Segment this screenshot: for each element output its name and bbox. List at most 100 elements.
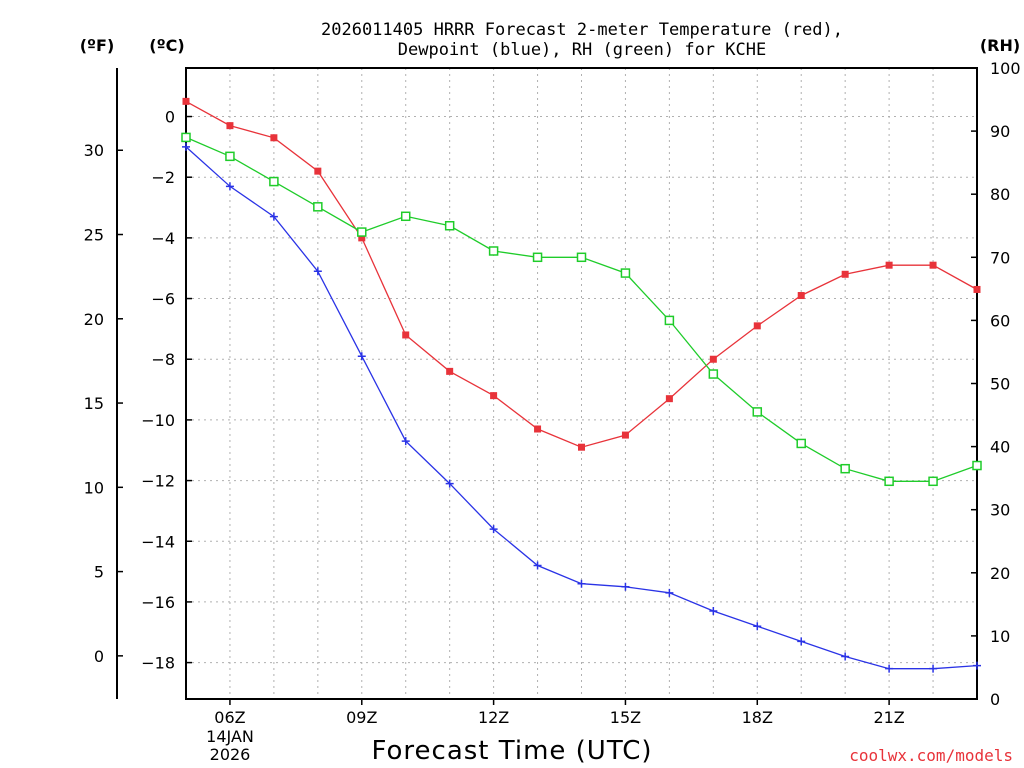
dewpoint-point xyxy=(533,561,542,570)
dewpoint-point xyxy=(401,437,410,446)
dewpoint-point xyxy=(269,212,278,221)
x-tick-label: 09Z xyxy=(346,708,377,727)
temperature-point xyxy=(490,392,498,400)
rh-point xyxy=(972,460,982,471)
rh-point xyxy=(313,202,323,212)
x-tick-label: 12Z xyxy=(478,708,509,727)
celsius-tick-label: −10 xyxy=(141,411,175,430)
series-layer xyxy=(181,97,982,673)
rh-tick-label: 20 xyxy=(990,564,1010,583)
rh-tick-label: 0 xyxy=(990,690,1000,709)
rh-point xyxy=(796,438,806,449)
rh-tick-label: 30 xyxy=(990,501,1010,520)
rh-tick-label: 50 xyxy=(990,375,1010,394)
temperature-point xyxy=(226,122,234,130)
rh-tick-label: 10 xyxy=(990,627,1010,646)
dewpoint-point xyxy=(313,267,322,276)
tick-layer: 06Z 09Z 12Z 15Z 18Z 21Z 0 −2 −4 −6 −8 −10 −12 −14 −16 −… xyxy=(84,59,1021,727)
rh-tick-label: 80 xyxy=(990,185,1010,204)
temperature-point xyxy=(621,431,629,439)
rh-tick-label: 60 xyxy=(990,311,1010,330)
fahrenheit-tick-label: 5 xyxy=(94,563,104,582)
dewpoint-point xyxy=(797,637,806,646)
credit-label: coolwx.com/models xyxy=(849,746,1013,765)
x-tick-label: 06Z xyxy=(214,708,245,727)
rh-point xyxy=(752,407,763,417)
rh-point xyxy=(444,221,455,231)
dewpoint-point xyxy=(357,352,366,361)
celsius-tick-label: −4 xyxy=(151,229,175,248)
rh-point xyxy=(269,176,279,187)
date-label-year: 2026 xyxy=(210,745,251,764)
temperature-point xyxy=(753,322,761,330)
temperature-point xyxy=(885,261,893,269)
dewpoint-point xyxy=(973,661,981,670)
rh-tick-label: 70 xyxy=(990,248,1010,267)
celsius-tick-label: −16 xyxy=(141,593,175,612)
dewpoint-point xyxy=(885,664,894,673)
rh-point xyxy=(181,132,191,143)
x-axis-title: Forecast Time (UTC) xyxy=(371,736,652,766)
dewpoint-point xyxy=(665,588,674,597)
temperature-point xyxy=(665,395,673,403)
rh-point xyxy=(400,211,411,222)
rh-point xyxy=(664,315,675,326)
rh-point xyxy=(357,227,367,237)
temperature-point xyxy=(402,331,410,339)
chart-title-line1: 2026011405 HRRR Forecast 2-meter Tempera… xyxy=(321,20,843,40)
dewpoint-point xyxy=(182,142,190,151)
rh-point xyxy=(488,246,499,256)
rh-unit-label: (RH) xyxy=(980,36,1020,55)
dewpoint-point xyxy=(753,622,762,631)
dewpoint-point xyxy=(445,479,454,488)
dewpoint-point xyxy=(709,607,718,616)
dewpoint-point xyxy=(929,664,938,673)
fahrenheit-tick-label: 15 xyxy=(84,394,104,413)
x-tick-label: 21Z xyxy=(873,708,904,727)
fahrenheit-unit-label: (ºF) xyxy=(80,36,115,55)
rh-point xyxy=(225,151,235,162)
temperature-point xyxy=(797,292,805,300)
temperature-point xyxy=(182,97,190,105)
date-label-day: 14JAN xyxy=(206,727,254,746)
temperature-point xyxy=(709,355,717,363)
temperature-point xyxy=(578,443,585,451)
dewpoint-point xyxy=(225,182,234,191)
rh-point xyxy=(620,268,631,278)
celsius-tick-label: −8 xyxy=(151,350,175,369)
fahrenheit-tick-label: 0 xyxy=(94,647,104,666)
rh-point xyxy=(708,369,719,379)
rh-point xyxy=(884,476,894,487)
rh-point xyxy=(576,252,587,263)
temperature-point xyxy=(314,167,322,175)
celsius-tick-label: −14 xyxy=(141,532,175,551)
fahrenheit-tick-label: 30 xyxy=(84,141,104,160)
rh-point xyxy=(532,252,543,263)
celsius-tick-label: −2 xyxy=(151,168,175,187)
dewpoint-point xyxy=(841,652,850,661)
celsius-tick-label: 0 xyxy=(165,108,175,127)
dewpoint-point xyxy=(489,525,498,534)
dewpoint-point xyxy=(577,579,586,588)
fahrenheit-tick-label: 10 xyxy=(84,478,104,497)
temperature-point xyxy=(358,234,366,242)
temperature-point xyxy=(446,367,454,375)
chart-title-line2: Dewpoint (blue), RH (green) for KCHE xyxy=(398,40,766,60)
plot-frame xyxy=(185,67,978,700)
temperature-point xyxy=(270,134,278,142)
celsius-tick-label: −12 xyxy=(141,472,175,491)
x-tick-label: 15Z xyxy=(610,708,641,727)
rh-tick-label: 90 xyxy=(990,122,1010,141)
rh-point xyxy=(928,476,938,487)
temperature-point xyxy=(973,285,981,293)
celsius-tick-label: −18 xyxy=(141,654,175,673)
fahrenheit-tick-label: 20 xyxy=(84,310,104,329)
temperature-point xyxy=(534,425,542,433)
temperature-point xyxy=(841,270,849,278)
rh-tick-label: 100 xyxy=(990,59,1021,78)
dewpoint-point xyxy=(621,582,630,591)
axes-layer xyxy=(116,67,978,700)
x-tick-label: 18Z xyxy=(742,708,773,727)
celsius-unit-label: (ºC) xyxy=(149,36,184,55)
